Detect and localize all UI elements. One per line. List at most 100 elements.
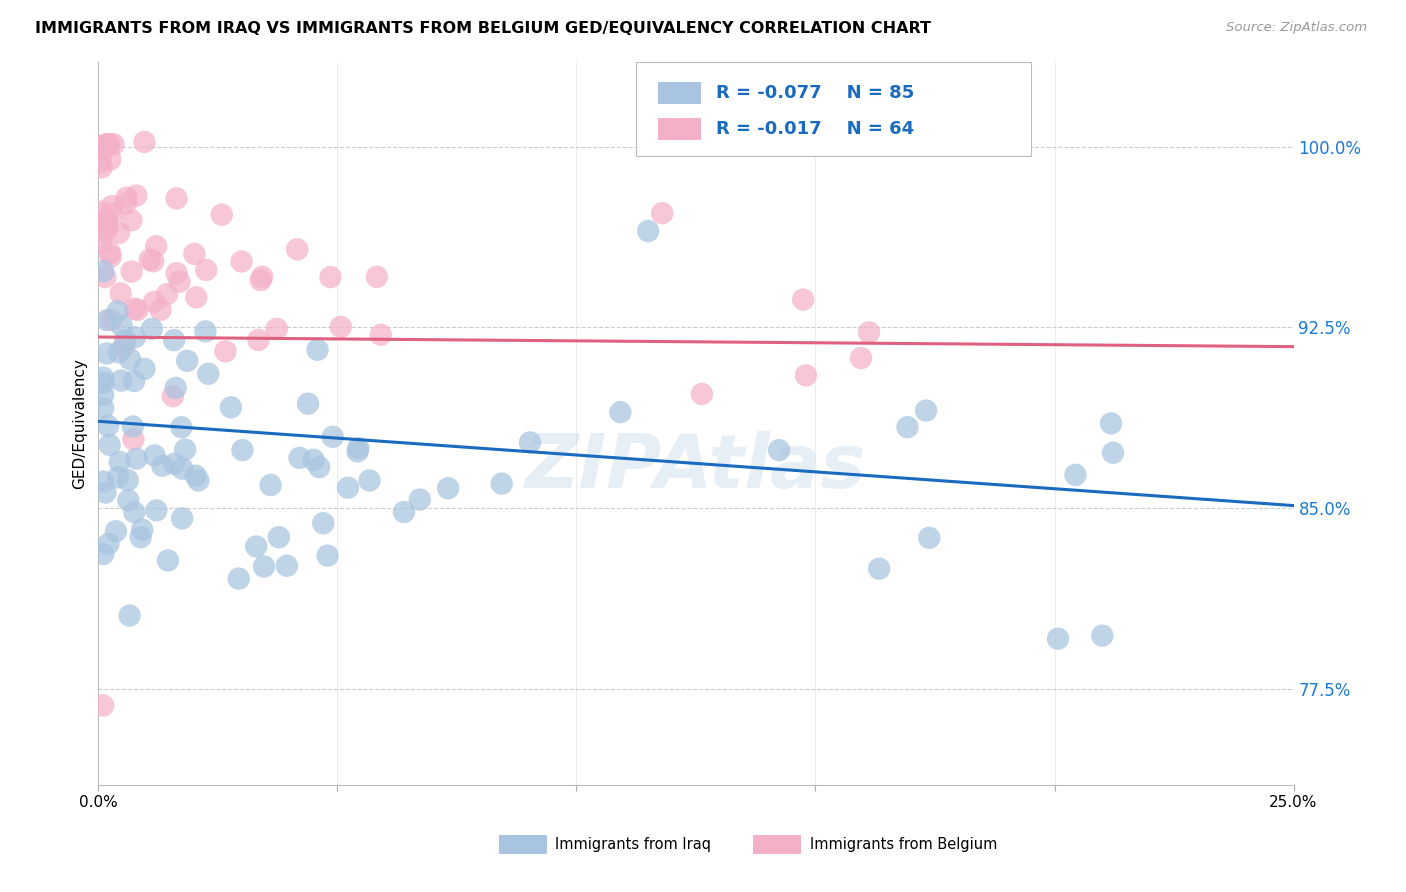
Point <box>90 204 112 219</box>
Point <box>896 420 918 434</box>
Point <box>117 493 139 508</box>
Point <box>91 698 114 713</box>
Point <box>245 540 267 554</box>
Point <box>1047 632 1070 646</box>
Point <box>267 530 290 544</box>
Point <box>110 374 132 388</box>
Point <box>329 319 352 334</box>
Point <box>609 405 631 419</box>
Point <box>104 524 127 539</box>
Point <box>768 443 790 458</box>
Point <box>392 505 415 519</box>
Point <box>129 530 152 544</box>
Point <box>124 301 146 316</box>
Point <box>98 137 121 152</box>
Point <box>115 191 138 205</box>
Point <box>125 188 148 202</box>
Point <box>409 492 432 507</box>
Point <box>162 389 184 403</box>
Point <box>163 457 186 471</box>
Bar <box>754 835 801 854</box>
Point <box>197 367 219 381</box>
Point <box>96 346 118 360</box>
Point <box>120 213 142 227</box>
Point <box>141 322 163 336</box>
Point <box>156 553 179 567</box>
Point <box>90 235 112 250</box>
Point <box>219 401 242 415</box>
Point <box>121 264 143 278</box>
Bar <box>658 82 700 103</box>
Point <box>195 263 218 277</box>
Point <box>145 239 167 253</box>
Point <box>337 481 360 495</box>
Point <box>110 286 132 301</box>
Point <box>118 608 141 623</box>
Point <box>150 458 173 473</box>
Point <box>96 137 118 152</box>
Point <box>231 254 253 268</box>
Point <box>97 537 120 551</box>
Point <box>637 224 659 238</box>
Text: R = -0.077    N = 85: R = -0.077 N = 85 <box>716 84 914 102</box>
Point <box>156 287 179 301</box>
Point <box>1102 446 1125 460</box>
Point <box>187 474 209 488</box>
Point <box>1099 417 1122 431</box>
Point <box>170 420 193 434</box>
Point <box>163 333 186 347</box>
Point <box>319 270 342 285</box>
Point <box>91 370 114 384</box>
Point <box>90 155 112 169</box>
Point <box>1064 467 1087 482</box>
Point <box>169 275 191 289</box>
Point <box>228 572 250 586</box>
Point <box>346 444 368 458</box>
Point <box>176 353 198 368</box>
Point <box>94 485 117 500</box>
Point <box>302 453 325 467</box>
Text: R = -0.017    N = 64: R = -0.017 N = 64 <box>716 120 914 138</box>
Point <box>108 226 131 240</box>
Point <box>651 206 673 220</box>
Point <box>100 250 122 264</box>
Point <box>103 137 125 152</box>
Point <box>100 313 122 327</box>
Point <box>166 266 188 280</box>
Point <box>858 326 880 340</box>
Point <box>134 135 156 149</box>
Point <box>690 387 713 401</box>
Point <box>249 273 271 287</box>
Point <box>149 303 172 318</box>
Point <box>138 252 160 267</box>
Point <box>183 247 205 261</box>
Point <box>285 243 308 257</box>
Point <box>174 442 197 457</box>
Point <box>94 270 117 285</box>
Point <box>91 401 114 415</box>
Point <box>145 503 167 517</box>
Text: Immigrants from Iraq: Immigrants from Iraq <box>555 837 711 852</box>
Point <box>307 343 329 357</box>
Point <box>117 473 139 487</box>
Point <box>868 562 890 576</box>
Point <box>91 475 114 489</box>
Point <box>184 468 207 483</box>
Point <box>214 344 236 359</box>
Point <box>186 290 208 304</box>
Point <box>90 138 112 153</box>
Point <box>114 333 136 347</box>
Point <box>131 523 153 537</box>
Point <box>491 476 513 491</box>
Point <box>142 254 165 268</box>
Point <box>347 441 370 455</box>
Point <box>107 470 129 484</box>
Point <box>308 460 330 475</box>
Point <box>519 435 541 450</box>
Point <box>111 319 134 334</box>
Point <box>288 450 311 465</box>
Point <box>918 531 941 545</box>
Point <box>849 351 872 365</box>
Point <box>172 511 194 525</box>
Point <box>322 430 344 444</box>
